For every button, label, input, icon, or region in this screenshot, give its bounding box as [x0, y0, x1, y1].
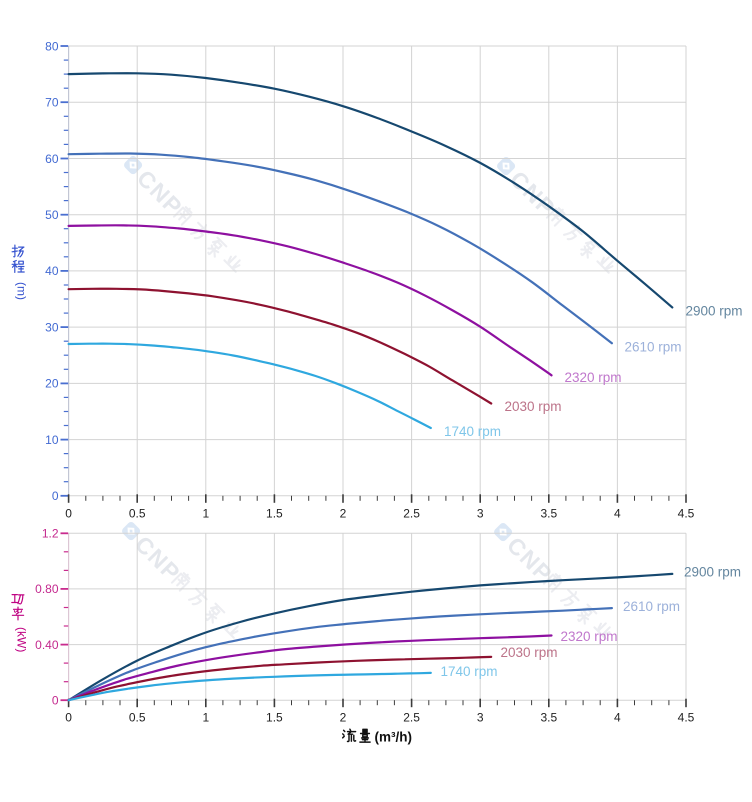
svg-text:1.5: 1.5 — [266, 711, 283, 725]
svg-text:10: 10 — [45, 433, 59, 447]
svg-text:0.40: 0.40 — [35, 638, 59, 652]
svg-text:20: 20 — [45, 377, 59, 391]
svg-text:3: 3 — [477, 507, 484, 521]
svg-text:0: 0 — [52, 694, 59, 708]
svg-text:1: 1 — [202, 507, 209, 521]
svg-text:2: 2 — [340, 507, 347, 521]
svg-text:40: 40 — [45, 264, 59, 278]
svg-text:(m³/h): (m³/h) — [375, 730, 413, 745]
svg-text:2900 rpm: 2900 rpm — [684, 565, 741, 580]
svg-text:0: 0 — [65, 507, 72, 521]
svg-text:(kW): (kW) — [15, 627, 29, 652]
svg-text:70: 70 — [45, 96, 59, 110]
svg-text:1: 1 — [202, 711, 209, 725]
svg-text:2610 rpm: 2610 rpm — [625, 340, 682, 355]
svg-text:80: 80 — [45, 39, 59, 53]
svg-text:0.80: 0.80 — [35, 582, 59, 596]
svg-text:0: 0 — [52, 489, 59, 503]
svg-text:2610 rpm: 2610 rpm — [623, 599, 680, 614]
svg-text:30: 30 — [45, 320, 59, 334]
svg-text:0.5: 0.5 — [129, 711, 146, 725]
svg-text:(m): (m) — [15, 282, 29, 300]
svg-text:4: 4 — [614, 711, 621, 725]
svg-text:60: 60 — [45, 152, 59, 166]
svg-text:1740 rpm: 1740 rpm — [444, 424, 501, 439]
svg-text:2.5: 2.5 — [403, 711, 420, 725]
svg-text:3.5: 3.5 — [540, 507, 557, 521]
svg-text:1.2: 1.2 — [42, 527, 59, 541]
svg-text:3: 3 — [477, 711, 484, 725]
svg-text:2900 rpm: 2900 rpm — [686, 304, 743, 319]
svg-text:2320 rpm: 2320 rpm — [565, 370, 622, 385]
svg-text:3.5: 3.5 — [540, 711, 557, 725]
svg-text:2030 rpm: 2030 rpm — [505, 399, 562, 414]
svg-text:2.5: 2.5 — [403, 507, 420, 521]
svg-text:4.5: 4.5 — [678, 507, 695, 521]
svg-text:1.5: 1.5 — [266, 507, 283, 521]
svg-text:4: 4 — [614, 507, 621, 521]
svg-text:2030 rpm: 2030 rpm — [501, 645, 558, 660]
svg-text:4.5: 4.5 — [678, 711, 695, 725]
svg-text:0: 0 — [65, 711, 72, 725]
svg-text:0.5: 0.5 — [129, 507, 146, 521]
svg-text:1740 rpm: 1740 rpm — [441, 664, 498, 679]
svg-text:50: 50 — [45, 208, 59, 222]
svg-text:2: 2 — [340, 711, 347, 725]
svg-text:2320 rpm: 2320 rpm — [561, 629, 618, 644]
